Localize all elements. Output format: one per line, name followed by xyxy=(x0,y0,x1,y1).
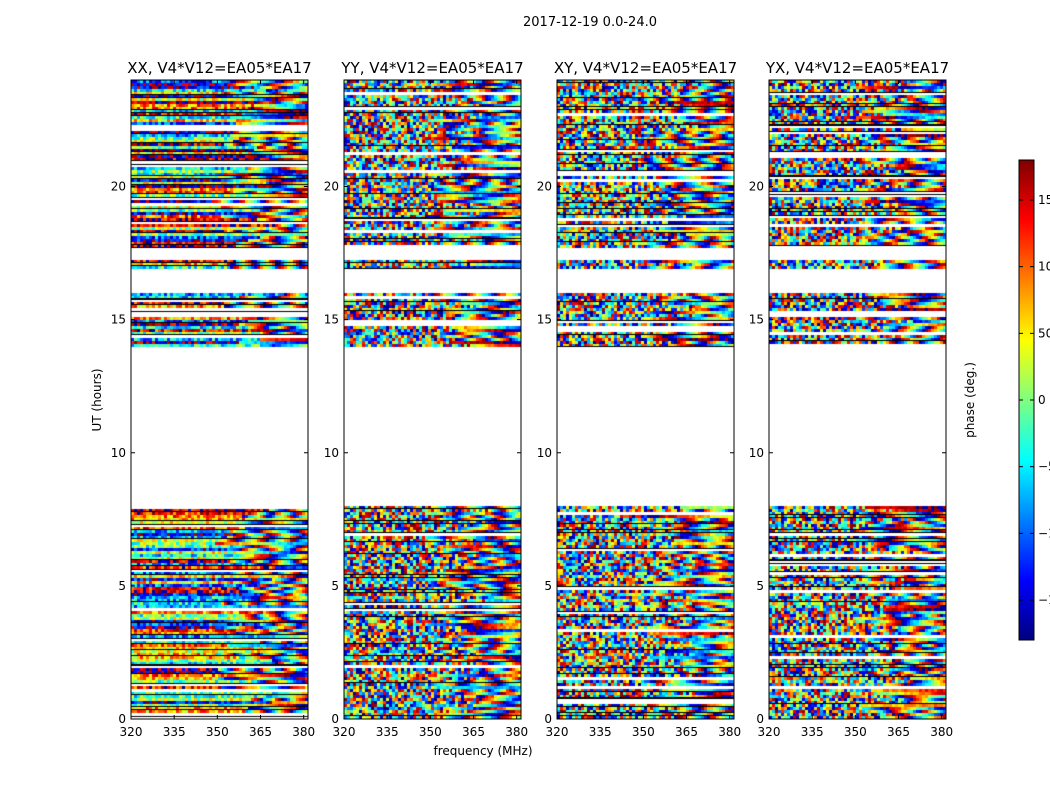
y-tick-label: 15 xyxy=(537,313,552,327)
x-tick-label: 350 xyxy=(419,725,442,739)
y-tick-label: 15 xyxy=(324,313,339,327)
x-tick-label: 380 xyxy=(292,725,315,739)
y-tick-label: 0 xyxy=(544,712,552,726)
panel-title: YY, V4*V12=EA05*EA17 xyxy=(340,59,523,77)
x-tick-label: 380 xyxy=(718,725,741,739)
colorbar-tick-label: −50 xyxy=(1038,460,1050,474)
panels: XX, V4*V12=EA05*EA17 320 335 350 365 380 0 5 10 1… xyxy=(111,59,953,739)
x-tick-label: 335 xyxy=(163,725,186,739)
colorbar-tick-label: −150 xyxy=(1038,593,1050,607)
x-tick-label: 350 xyxy=(844,725,867,739)
y-tick-label: 20 xyxy=(749,180,764,194)
x-tick-label: 365 xyxy=(887,725,910,739)
x-tick-label: 350 xyxy=(206,725,229,739)
y-tick-label: 10 xyxy=(324,446,339,460)
x-tick-label: 320 xyxy=(333,725,356,739)
y-tick-label: 20 xyxy=(537,180,552,194)
y-tick-label: 0 xyxy=(756,712,764,726)
x-tick-label: 320 xyxy=(758,725,781,739)
y-tick-label: 20 xyxy=(111,180,126,194)
panel-yy: YY, V4*V12=EA05*EA17 320 335 350 365 380 0 5 10 1… xyxy=(324,59,528,739)
colorbar-tick-label: 150 xyxy=(1038,193,1050,207)
axes-frame xyxy=(343,79,522,720)
colorbar-tick-label: 0 xyxy=(1038,393,1046,407)
suptitle: 2017-12-19 0.0-24.0 xyxy=(523,15,657,30)
colorbar: −150 −100 −50 0 50 100 150 phase (deg.) xyxy=(963,159,1050,641)
y-tick-label: 20 xyxy=(324,180,339,194)
axes-frame xyxy=(768,79,947,720)
colorbar-tick-label: 100 xyxy=(1038,260,1050,274)
phase-heatmap xyxy=(557,80,734,719)
x-tick-label: 365 xyxy=(249,725,272,739)
colorbar-label: phase (deg.) xyxy=(963,362,977,438)
y-tick-label: 15 xyxy=(749,313,764,327)
x-tick-label: 380 xyxy=(930,725,953,739)
x-tick-label: 320 xyxy=(546,725,569,739)
x-tick-label: 320 xyxy=(120,725,143,739)
y-tick-label: 10 xyxy=(111,446,126,460)
x-axis-label: frequency (MHz) xyxy=(433,744,532,758)
y-tick-label: 10 xyxy=(749,446,764,460)
colorbar-tick-label: 50 xyxy=(1038,326,1050,340)
y-tick-label: 0 xyxy=(331,712,339,726)
y-tick-label: 5 xyxy=(118,579,126,593)
x-tick-label: 335 xyxy=(589,725,612,739)
y-tick-label: 5 xyxy=(544,579,552,593)
panel-yx: YX, V4*V12=EA05*EA17 320 335 350 365 380 0 5 10 1… xyxy=(749,59,953,739)
x-tick-label: 335 xyxy=(801,725,824,739)
x-tick-label: 365 xyxy=(675,725,698,739)
y-axis-label: UT (hours) xyxy=(90,368,104,431)
panel-title: XY, V4*V12=EA05*EA17 xyxy=(554,59,737,77)
phase-heatmap xyxy=(131,80,308,719)
panel-xy: XY, V4*V12=EA05*EA17 320 335 350 365 380 0 5 10 1… xyxy=(537,59,741,739)
y-tick-label: 0 xyxy=(118,712,126,726)
x-tick-label: 335 xyxy=(376,725,399,739)
y-tick-label: 5 xyxy=(756,579,764,593)
axes-frame xyxy=(130,79,309,720)
panel-title: XX, V4*V12=EA05*EA17 xyxy=(127,59,311,77)
axes-frame xyxy=(556,79,735,720)
y-tick-label: 5 xyxy=(331,579,339,593)
panel-xx: XX, V4*V12=EA05*EA17 320 335 350 365 380 0 5 10 1… xyxy=(111,59,315,739)
x-tick-label: 350 xyxy=(632,725,655,739)
y-tick-label: 15 xyxy=(111,313,126,327)
colorbar-tick-label: −100 xyxy=(1038,526,1050,540)
phase-heatmap xyxy=(769,80,946,719)
x-tick-label: 380 xyxy=(505,725,528,739)
panel-title: YX, V4*V12=EA05*EA17 xyxy=(765,59,949,77)
colorbar-ticks: −150 −100 −50 0 50 100 150 xyxy=(1019,193,1050,607)
y-tick-label: 10 xyxy=(537,446,552,460)
x-tick-label: 365 xyxy=(462,725,485,739)
phase-heatmap xyxy=(344,80,521,719)
